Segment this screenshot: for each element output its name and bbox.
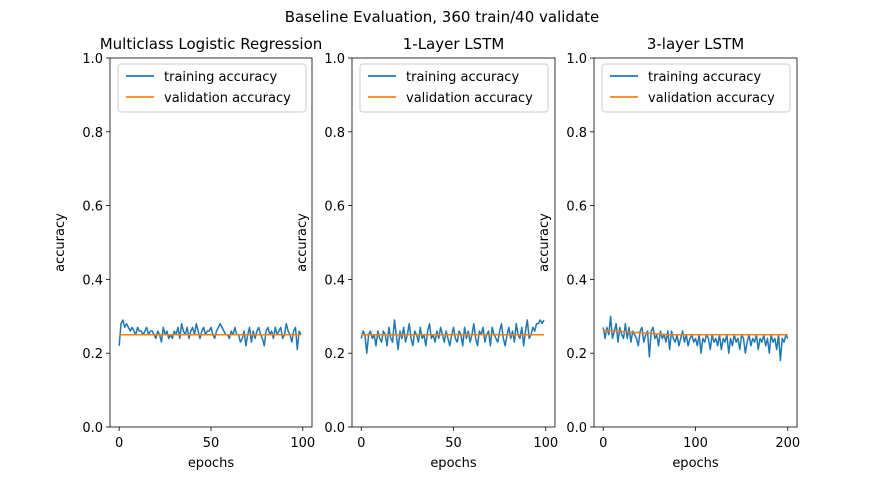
- y-tick-label: 0.6: [566, 200, 587, 215]
- legend-label: validation accuracy: [406, 91, 533, 106]
- legend-label: training accuracy: [406, 70, 519, 85]
- y-tick-label: 0.6: [324, 200, 345, 215]
- subplot-lstm1: 0.0 0.2 0.4 0.6 0.8 1.0 0 50 100 1-Layer LSTM epoc…: [295, 35, 558, 471]
- y-tick-label: 1.0: [82, 52, 103, 67]
- y-tick-label: 0.4: [566, 273, 587, 288]
- x-tick-label: 50: [445, 436, 462, 451]
- subplot-title: 1-Layer LSTM: [403, 35, 505, 53]
- subplot-title: Multiclass Logistic Regression: [100, 35, 323, 53]
- x-tick-label: 0: [599, 436, 607, 451]
- y-tick-label: 0.0: [82, 421, 103, 436]
- x-axis-label: epochs: [672, 456, 719, 471]
- legend: training accuracy validation accuracy: [601, 63, 791, 113]
- y-tick-label: 0.8: [324, 126, 345, 141]
- legend-label: training accuracy: [164, 70, 277, 85]
- y-tick-label: 0.8: [82, 126, 103, 141]
- x-axis-label: epochs: [188, 456, 235, 471]
- legend-label: validation accuracy: [164, 91, 291, 106]
- y-tick-label: 0.8: [566, 126, 587, 141]
- x-axis-label: epochs: [430, 456, 477, 471]
- legend-label: validation accuracy: [648, 91, 775, 106]
- training-accuracy-line: [360, 319, 545, 354]
- x-tick-label: 200: [775, 436, 800, 451]
- x-tick-label: 0: [357, 436, 365, 451]
- legend-box: [117, 63, 307, 113]
- figure-suptitle: Baseline Evaluation, 360 train/40 valida…: [285, 8, 600, 26]
- legend: training accuracy validation accuracy: [117, 63, 307, 113]
- y-tick-label: 0.0: [566, 421, 587, 436]
- y-axis-label: accuracy: [537, 213, 552, 272]
- legend-box: [359, 63, 549, 113]
- y-tick-label: 0.2: [566, 347, 587, 362]
- y-tick-label: 1.0: [566, 52, 587, 67]
- y-tick-label: 1.0: [324, 52, 345, 67]
- x-tick-label: 0: [115, 436, 123, 451]
- y-tick-label: 0.0: [324, 421, 345, 436]
- legend-label: training accuracy: [648, 70, 761, 85]
- x-tick-label: 100: [683, 436, 708, 451]
- y-tick-label: 0.6: [82, 200, 103, 215]
- y-tick-label: 0.4: [324, 273, 345, 288]
- validation-accuracy-line: [603, 329, 788, 336]
- y-tick-label: 0.4: [82, 273, 103, 288]
- y-axis-label: accuracy: [295, 213, 310, 272]
- subplot-title: 3-layer LSTM: [647, 35, 744, 53]
- training-accuracy-line: [602, 315, 789, 362]
- legend-box: [601, 63, 791, 113]
- y-tick-label: 0.2: [82, 347, 103, 362]
- x-tick-label: 100: [290, 436, 315, 451]
- subplot-lstm3: 0.0 0.2 0.4 0.6 0.8 1.0 0 100 200 3-layer LSTM epo…: [537, 35, 800, 471]
- x-tick-label: 50: [203, 436, 220, 451]
- subplot-logreg: 0.0 0.2 0.4 0.6 0.8 1.0 0 50 100 Multiclass Logis…: [53, 35, 322, 471]
- training-accuracy-line: [118, 319, 302, 351]
- legend: training accuracy validation accuracy: [359, 63, 549, 113]
- y-axis-label: accuracy: [53, 213, 68, 272]
- y-tick-label: 0.2: [324, 347, 345, 362]
- x-tick-label: 100: [533, 436, 558, 451]
